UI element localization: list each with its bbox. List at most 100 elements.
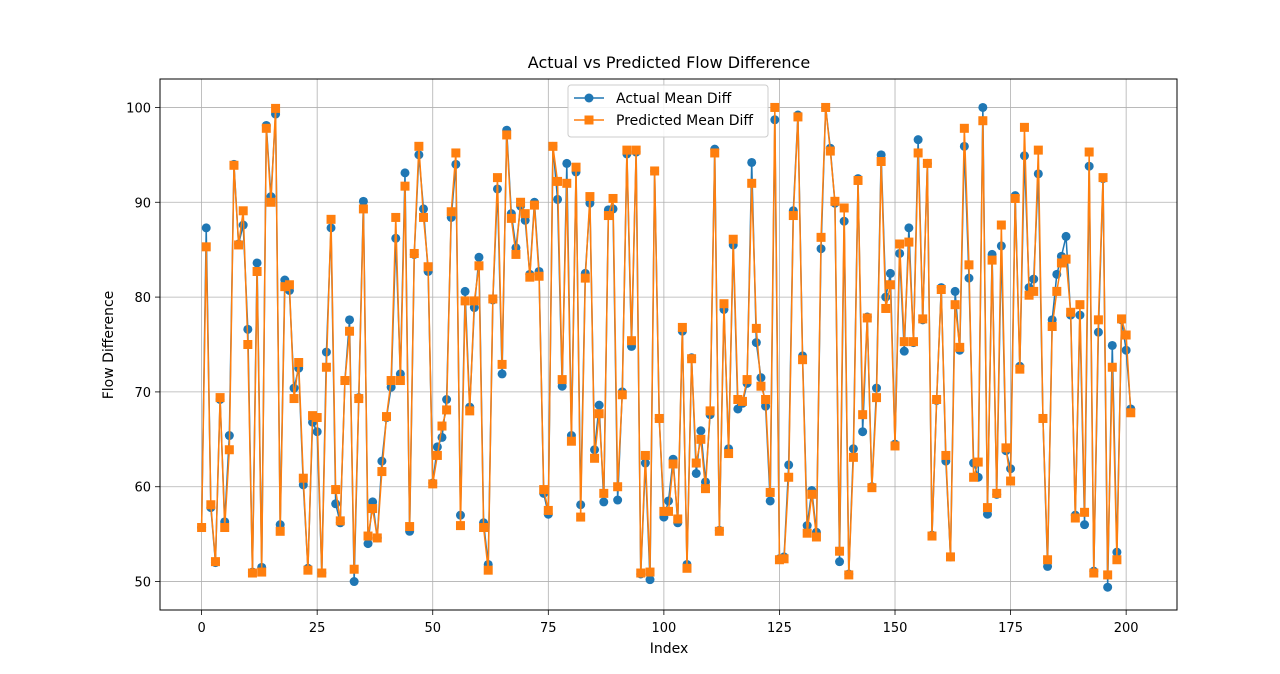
data-point	[432, 450, 442, 460]
data-point	[215, 393, 225, 403]
data-point	[442, 405, 452, 415]
data-point	[340, 376, 350, 386]
data-point	[197, 523, 207, 533]
data-point	[904, 237, 914, 247]
data-point	[996, 220, 1006, 230]
data-point	[640, 450, 650, 460]
data-point	[594, 409, 604, 419]
data-point	[201, 242, 211, 252]
data-point	[1056, 258, 1066, 268]
data-point	[497, 369, 507, 379]
data-point	[594, 400, 604, 410]
data-point	[1024, 290, 1034, 300]
data-point	[585, 192, 595, 202]
data-point	[1075, 300, 1085, 310]
data-point	[932, 394, 942, 404]
x-tick-label: 100	[651, 621, 676, 636]
x-tick-label: 150	[883, 621, 908, 636]
data-point	[862, 313, 872, 323]
data-point	[705, 406, 715, 416]
data-point	[613, 482, 623, 492]
data-point	[839, 203, 849, 213]
data-point	[1107, 340, 1117, 350]
data-point	[858, 410, 868, 420]
data-point	[664, 506, 673, 516]
data-point	[391, 212, 401, 222]
data-point	[377, 467, 387, 477]
data-point	[400, 181, 410, 191]
data-point	[793, 112, 803, 122]
data-point	[899, 337, 909, 347]
data-point	[437, 432, 447, 442]
data-point	[395, 376, 405, 386]
data-point	[1093, 315, 1103, 325]
data-point	[885, 280, 895, 290]
data-point	[636, 568, 646, 578]
data-point	[1038, 413, 1048, 423]
data-point	[858, 427, 868, 437]
data-point	[617, 390, 627, 400]
data-point	[885, 268, 895, 278]
data-point	[955, 342, 965, 352]
x-tick-label: 50	[424, 621, 441, 636]
data-point	[816, 232, 826, 242]
data-point	[451, 148, 461, 158]
data-point	[469, 296, 479, 306]
data-point	[969, 472, 979, 482]
legend-label-predicted: Predicted Mean Diff	[616, 113, 753, 129]
data-point	[945, 552, 955, 562]
data-point	[423, 262, 433, 272]
data-point	[899, 346, 909, 356]
data-point	[807, 489, 817, 499]
data-point	[372, 533, 382, 543]
data-point	[557, 375, 567, 385]
ticks: 0 25 50 75 100 125 150 175 200 50 60 70 80 90 100	[126, 101, 1138, 636]
data-point	[867, 483, 877, 493]
data-point	[257, 567, 267, 577]
series-1	[197, 102, 1136, 580]
data-point	[210, 557, 220, 567]
data-point	[539, 485, 549, 495]
data-point	[326, 214, 336, 224]
series-layer	[197, 102, 1136, 592]
data-point	[696, 426, 706, 436]
data-point	[742, 375, 752, 385]
data-point	[978, 102, 988, 112]
data-point	[904, 223, 914, 233]
data-point	[765, 496, 775, 506]
data-point	[872, 393, 882, 403]
data-point	[252, 258, 262, 268]
data-point	[835, 557, 845, 567]
data-point	[345, 326, 355, 336]
legend-marker-actual	[584, 93, 594, 103]
data-point	[349, 564, 359, 574]
data-point	[747, 157, 757, 167]
data-point	[1033, 145, 1043, 155]
data-point	[238, 206, 248, 216]
data-point	[941, 450, 951, 460]
y-axis-label: Flow Difference	[101, 291, 117, 400]
data-point	[1103, 570, 1113, 580]
data-point	[982, 503, 992, 513]
data-point	[271, 103, 281, 113]
data-point	[876, 156, 886, 166]
data-point	[432, 442, 442, 452]
data-point	[761, 394, 771, 404]
data-point	[936, 285, 946, 295]
data-point	[252, 266, 262, 276]
data-point	[964, 260, 974, 270]
data-point	[603, 211, 613, 221]
legend-label-actual: Actual Mean Diff	[616, 91, 732, 107]
data-point	[488, 294, 498, 304]
data-point	[747, 178, 757, 188]
x-tick-label: 175	[998, 621, 1023, 636]
data-point	[525, 272, 535, 282]
data-point	[275, 526, 285, 536]
data-point	[590, 453, 600, 463]
data-point	[1126, 408, 1136, 418]
data-point	[479, 523, 489, 533]
data-point	[922, 158, 932, 168]
data-point	[881, 303, 891, 313]
data-point	[534, 271, 544, 281]
